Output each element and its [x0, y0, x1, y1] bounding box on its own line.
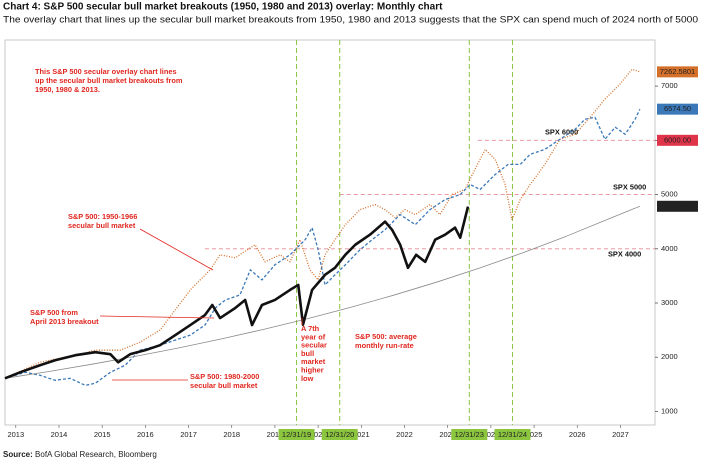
- annotation-connector: [99, 315, 215, 319]
- y-tick-label: 3000: [661, 298, 678, 307]
- series-line: [4, 108, 641, 387]
- y-tick-label: 2000: [661, 352, 678, 361]
- annotation-text: S&P 500 from: [30, 308, 78, 317]
- series-line: [4, 68, 641, 379]
- last-value-box: [657, 200, 698, 212]
- annotation-text: up the secular bull market breakouts fro…: [35, 76, 183, 85]
- y-tick-label: 1000: [661, 406, 678, 415]
- y-tick-label: 4000: [661, 244, 678, 253]
- chart-subtitle: The overlay chart that lines up the secu…: [3, 15, 698, 26]
- marker-label: 12/31/20: [325, 430, 354, 439]
- x-tick-label: 2023: [439, 430, 456, 439]
- marker-label: 12/31/19: [282, 430, 311, 439]
- annotation-connector: [139, 228, 214, 271]
- annotation-text: monthly run-rate: [355, 341, 414, 350]
- last-value-box: [657, 134, 698, 146]
- x-tick-label: 2018: [223, 430, 240, 439]
- annotation-text: low: [301, 374, 314, 383]
- marker-label-box: [321, 429, 358, 440]
- x-tick-label: 2016: [137, 430, 154, 439]
- marker-label: 12/31/24: [498, 430, 527, 439]
- last-value-label: 7262.5801: [660, 67, 695, 76]
- y-tick-label: 5000: [661, 190, 678, 199]
- last-value-label: 4783.4502: [660, 201, 695, 210]
- x-tick-label: 2017: [180, 430, 197, 439]
- last-value-label: 6574.50: [664, 104, 691, 113]
- reference-label: SPX 5000: [613, 182, 646, 191]
- series-line: [4, 206, 470, 380]
- x-tick-label: 2014: [51, 430, 68, 439]
- x-tick-label: 2021: [353, 430, 370, 439]
- annotation-text: April 2013 breakout: [30, 317, 99, 326]
- marker-label-box: [494, 429, 531, 440]
- plot-frame: [4, 39, 656, 426]
- annotation-text: bull: [301, 349, 314, 358]
- series-line: [4, 205, 641, 379]
- source-text: BofA Global Research, Bloomberg: [35, 450, 157, 459]
- marker-label-box: [451, 429, 488, 440]
- last-value-box: [657, 66, 698, 78]
- reference-label: SPX 6000: [545, 127, 578, 136]
- annotation-text: higher: [301, 365, 324, 374]
- annotation-text: secular bull market: [68, 221, 136, 230]
- chart-title: Chart 4: S&P 500 secular bull market bre…: [3, 2, 443, 13]
- annotation-text: market: [301, 357, 326, 366]
- x-tick-label: 2025: [526, 430, 543, 439]
- x-tick-label: 2022: [396, 430, 413, 439]
- annotation-text: This S&P 500 secular overlay chart lines: [35, 67, 177, 76]
- annotation-text: secular bull market: [190, 381, 258, 390]
- x-tick-label: 2015: [94, 430, 111, 439]
- source-label: Source:: [3, 450, 33, 459]
- annotation-text: A 7th: [301, 324, 320, 333]
- annotation-text: S&P 500: 1980-2000: [190, 372, 259, 381]
- marker-label-box: [278, 429, 315, 440]
- source-note: Source: BofA Global Research, Bloomberg: [3, 450, 157, 459]
- annotation-text: S&P 500: 1950-1966: [68, 212, 137, 221]
- x-tick-label: 2024: [483, 430, 500, 439]
- annotation-text: S&P 500: average: [355, 332, 417, 341]
- x-tick-label: 2020: [310, 430, 327, 439]
- x-tick-label: 2013: [7, 430, 24, 439]
- x-tick-label: 2026: [569, 430, 586, 439]
- last-value-box: [657, 103, 698, 115]
- annotation-text: secular: [301, 341, 327, 350]
- x-tick-label: 2027: [612, 430, 629, 439]
- annotation-text: year of: [301, 332, 326, 341]
- y-tick-label: 7000: [661, 81, 678, 90]
- reference-label: SPX 4000: [608, 250, 641, 259]
- x-tick-label: 2019: [267, 430, 284, 439]
- marker-label: 12/31/23: [455, 430, 484, 439]
- annotation-text: 1950, 1980 & 2013.: [35, 85, 100, 94]
- last-value-label: 6000.00: [664, 135, 691, 144]
